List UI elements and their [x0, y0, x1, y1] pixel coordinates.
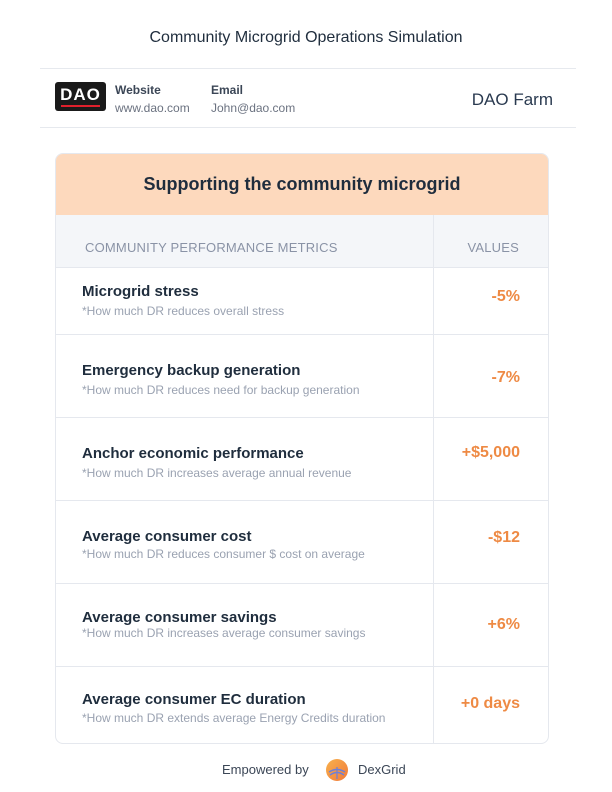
metric-name: Average consumer EC duration	[82, 691, 306, 708]
company-name: DAO Farm	[471, 90, 553, 109]
dao-logo: DAO	[55, 82, 106, 111]
website-value[interactable]: www.dao.com	[115, 101, 190, 115]
metric-name: Microgrid stress	[82, 283, 199, 300]
metric-value: -5%	[491, 288, 520, 305]
dexgrid-logo-icon	[326, 759, 348, 781]
footer: Empowered by DexGrid	[0, 758, 612, 782]
metric-description: *How much DR reduces overall stress	[82, 304, 285, 318]
metric-name: Average consumer savings	[82, 609, 277, 626]
header-divider-top	[40, 68, 576, 69]
metric-value: -7%	[491, 369, 520, 386]
email-value[interactable]: John@dao.com	[211, 101, 296, 115]
website-info: Website www.dao.com	[115, 83, 190, 115]
metric-value: +$5,000	[461, 444, 520, 461]
table-header: COMMUNITY PERFORMANCE METRICS VALUES	[56, 215, 548, 267]
table-row: Anchor economic performance *How much DR…	[56, 417, 548, 501]
metric-name: Average consumer cost	[82, 528, 252, 545]
website-label: Website	[115, 83, 161, 97]
email-info: Email John@dao.com	[211, 83, 295, 115]
metric-description: *How much DR increases average consumer …	[82, 626, 366, 640]
metric-name: Anchor economic performance	[82, 445, 304, 462]
table-row: Average consumer savings *How much DR in…	[56, 583, 548, 667]
column-divider	[433, 215, 434, 743]
logo-text: DAO	[60, 85, 101, 104]
column-header-metrics: COMMUNITY PERFORMANCE METRICS	[85, 240, 338, 255]
table-row: Average consumer cost *How much DR reduc…	[56, 500, 548, 584]
dexgrid-brand-name[interactable]: DexGrid	[358, 762, 406, 777]
card-title: Supporting the community microgrid	[56, 154, 548, 215]
page-title: Community Microgrid Operations Simulatio…	[149, 29, 463, 46]
metric-value: +0 days	[460, 695, 520, 712]
table-row: Average consumer EC duration *How much D…	[56, 666, 548, 743]
email-label: Email	[211, 83, 244, 97]
metric-value: +6%	[487, 616, 520, 633]
metric-description: *How much DR reduces need for backup gen…	[82, 383, 360, 397]
table-row: Microgrid stress *How much DR reduces ov…	[56, 267, 548, 335]
empowered-by-label: Empowered by	[222, 762, 309, 777]
logo-underline	[61, 105, 100, 107]
metric-description: *How much DR increases average annual re…	[82, 466, 352, 480]
header-divider-bottom	[40, 127, 576, 128]
metrics-card: Supporting the community microgrid COMMU…	[55, 153, 549, 744]
column-header-values: VALUES	[467, 240, 519, 255]
metric-value: -$12	[487, 529, 520, 546]
metric-description: *How much DR reduces consumer $ cost on …	[82, 547, 365, 561]
table-row: Emergency backup generation *How much DR…	[56, 334, 548, 418]
metric-name: Emergency backup generation	[82, 362, 301, 379]
metric-description: *How much DR extends average Energy Cred…	[82, 711, 386, 725]
